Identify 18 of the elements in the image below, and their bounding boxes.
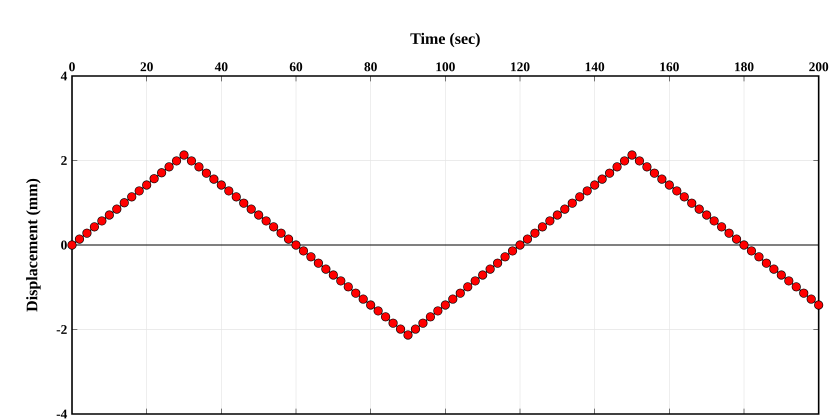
y-tick-label: -4 [56,410,68,418]
x-tick-label: 0 [69,62,75,72]
y-tick-label: 0 [61,240,67,250]
x-tick-label: 80 [364,62,377,72]
y-tick-label: -2 [56,325,67,334]
x-tick-label: 60 [290,62,302,72]
x-tick-label: 160 [660,62,679,72]
x-tick-label: 180 [735,62,754,72]
x-tick-label: 120 [511,62,530,72]
x-tick-label: 40 [214,62,228,72]
x-axis-title: Time (sec) [410,32,480,48]
x-tick-label: 200 [809,62,828,72]
y-axis-title: Displacement (mm) [26,178,41,312]
x-tick-label: 20 [140,62,153,72]
x-tick-label: 100 [436,62,455,72]
x-tick-label: 140 [586,62,604,72]
y-tick-label: 2 [61,156,67,165]
y-tick-label: 4 [60,72,68,80]
